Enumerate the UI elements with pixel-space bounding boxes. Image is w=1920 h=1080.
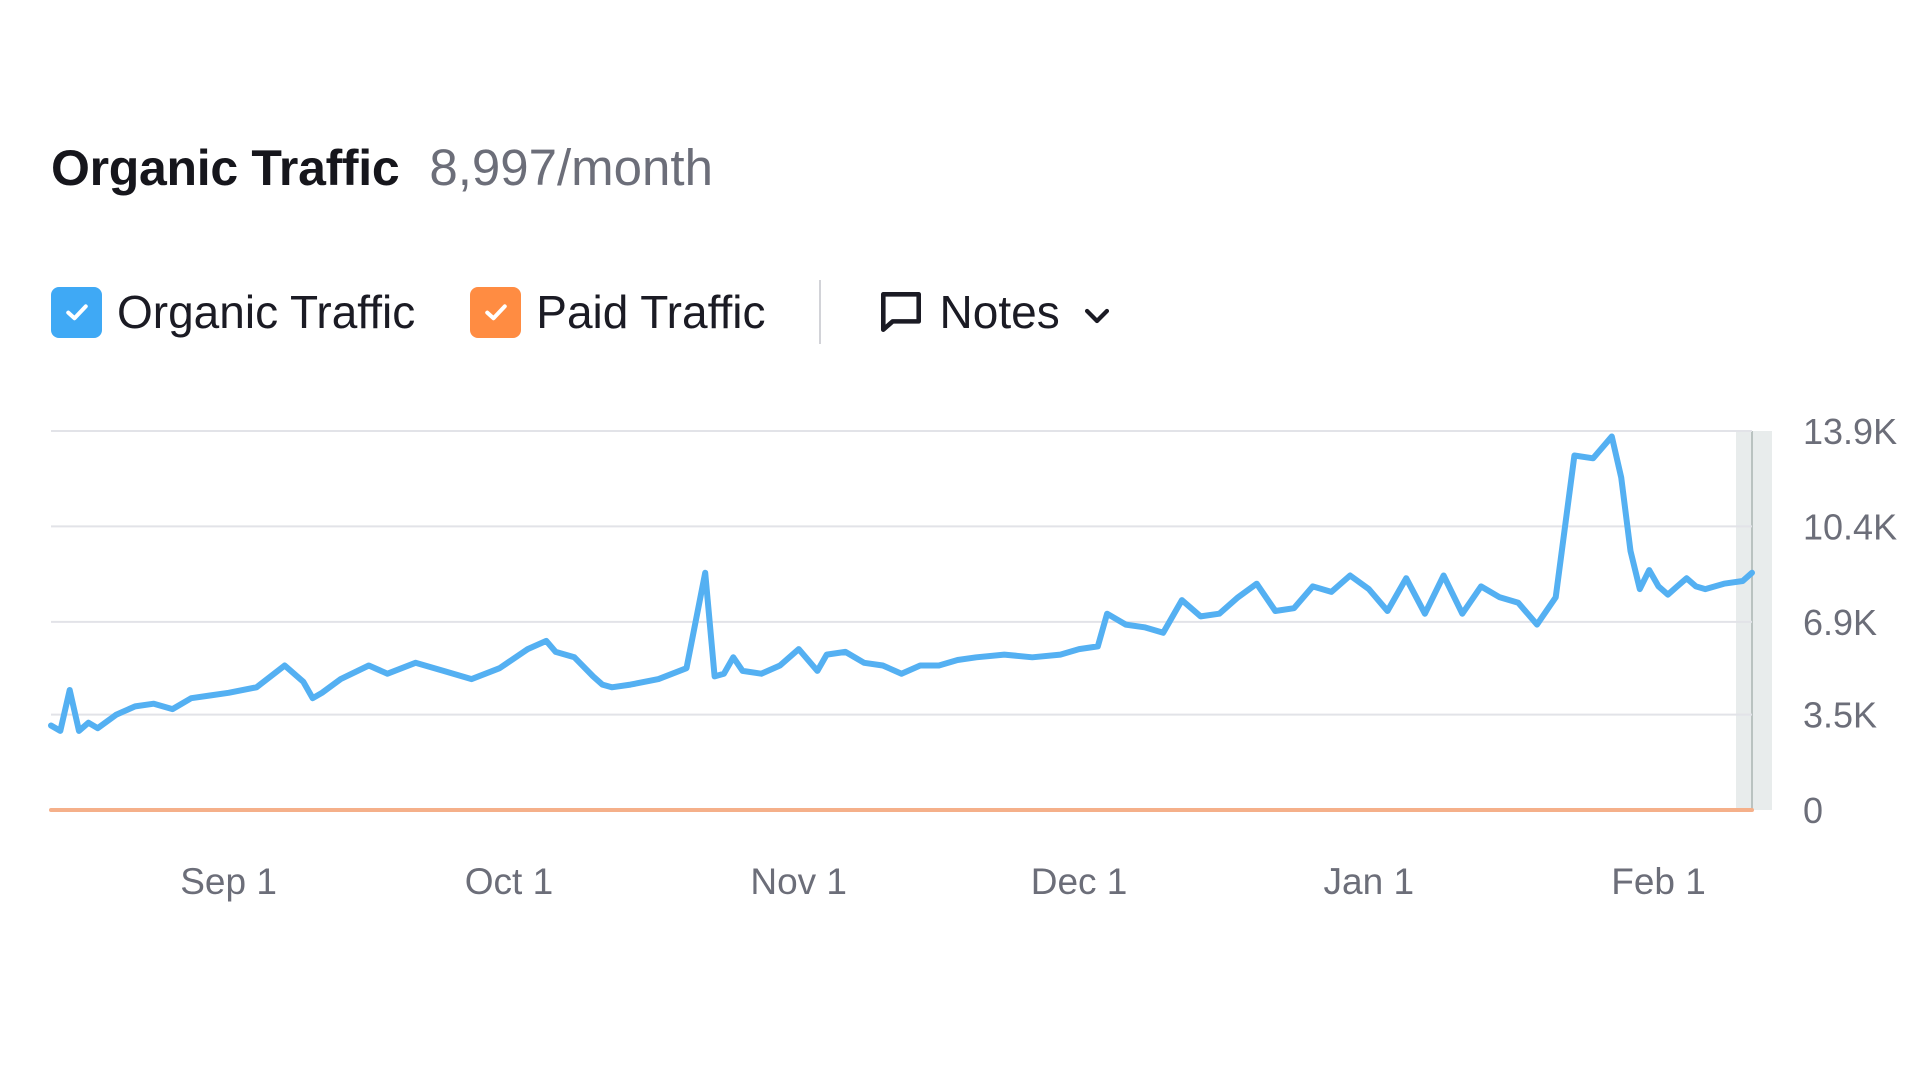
comment-icon — [876, 287, 926, 337]
organic-traffic-checkbox[interactable] — [51, 286, 102, 338]
x-tick-label: Feb 1 — [1611, 861, 1706, 902]
notes-label: Notes — [939, 286, 1060, 338]
checkmark-icon — [65, 304, 88, 321]
organic-traffic-line — [48, 433, 1755, 734]
current-period-band — [1736, 431, 1772, 810]
x-tick-label: Jan 1 — [1324, 861, 1415, 902]
widget-header: Organic Traffic 8,997/month — [51, 138, 713, 197]
x-tick-label: Dec 1 — [1031, 861, 1128, 902]
legend-label-organic-traffic: Organic Traffic — [117, 286, 416, 338]
x-tick-label: Nov 1 — [750, 861, 847, 902]
x-tick-label: Sep 1 — [180, 861, 277, 902]
y-tick-label: 10.4K — [1803, 506, 1897, 547]
checkmark-icon — [485, 304, 507, 321]
notes-dropdown[interactable]: Notes — [876, 285, 1114, 339]
paid-traffic-checkbox[interactable] — [470, 286, 522, 338]
y-tick-label: 6.9K — [1803, 602, 1877, 643]
y-tick-label: 0 — [1803, 790, 1823, 831]
widget-title: Organic Traffic — [51, 140, 400, 196]
y-tick-label: 3.5K — [1803, 695, 1877, 736]
chart-legend: Organic Traffic Paid Traffic Notes — [51, 278, 1114, 346]
legend-item-paid-traffic[interactable]: Paid Traffic — [470, 285, 766, 339]
chevron-down-icon — [1080, 299, 1114, 333]
legend-divider — [818, 280, 821, 344]
legend-item-organic-traffic[interactable]: Organic Traffic — [51, 285, 415, 339]
monthly-traffic-value: 8,997/month — [429, 139, 713, 196]
legend-label-paid-traffic: Paid Traffic — [536, 286, 766, 338]
y-tick-label: 13.9K — [1803, 411, 1897, 452]
x-tick-label: Oct 1 — [465, 861, 553, 902]
